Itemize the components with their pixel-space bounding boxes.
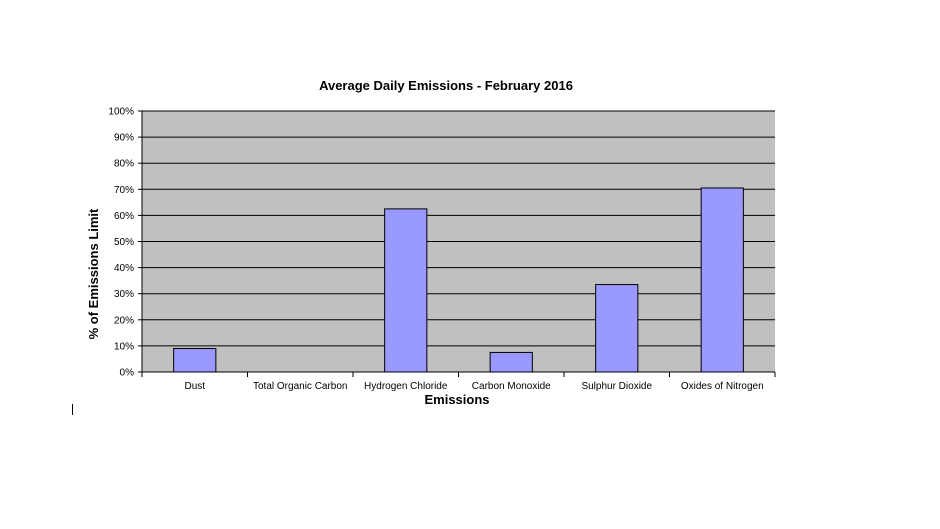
gridlines [142, 110, 775, 347]
y-tick-label: 20% [114, 315, 134, 326]
y-tick-label: 80% [114, 159, 134, 170]
bars [173, 187, 744, 373]
y-axis-title: % of Emissions Limit [86, 208, 101, 339]
x-tick-label: Total Organic Carbon [253, 381, 348, 392]
y-tick-label: 0% [120, 368, 135, 379]
y-tick-label: 70% [114, 185, 134, 196]
y-tick-labels: 0% 10% 20% 30% 40% 50% 60% 70% 80% 90% 100% [108, 107, 134, 379]
y-tick-label: 10% [114, 341, 134, 352]
x-tick-label: Carbon Monoxide [472, 381, 551, 392]
axes [138, 110, 776, 377]
y-tick-label: 100% [108, 107, 134, 118]
y-tick-label: 40% [114, 263, 134, 274]
x-tick-label: Dust [184, 381, 205, 392]
y-tick-label: 50% [114, 237, 134, 248]
x-tick-labels: Dust Total Organic Carbon Hydrogen Chlorid… [184, 381, 763, 392]
x-tick-label: Sulphur Dioxide [581, 381, 652, 392]
y-tick-label: 30% [114, 289, 134, 300]
x-tick-label: Oxides of Nitrogen [681, 381, 764, 392]
bar [700, 187, 744, 373]
chart-title: Average Daily Emissions - February 2016 [319, 78, 573, 93]
x-tick-label: Hydrogen Chloride [364, 381, 448, 392]
bar [384, 208, 428, 373]
text-cursor [72, 404, 73, 415]
y-tick-label: 90% [114, 133, 134, 144]
x-axis-title: Emissions [424, 392, 489, 407]
bar [489, 351, 533, 373]
bar [173, 348, 217, 373]
y-tick-label: 60% [114, 211, 134, 222]
bar [595, 284, 639, 373]
